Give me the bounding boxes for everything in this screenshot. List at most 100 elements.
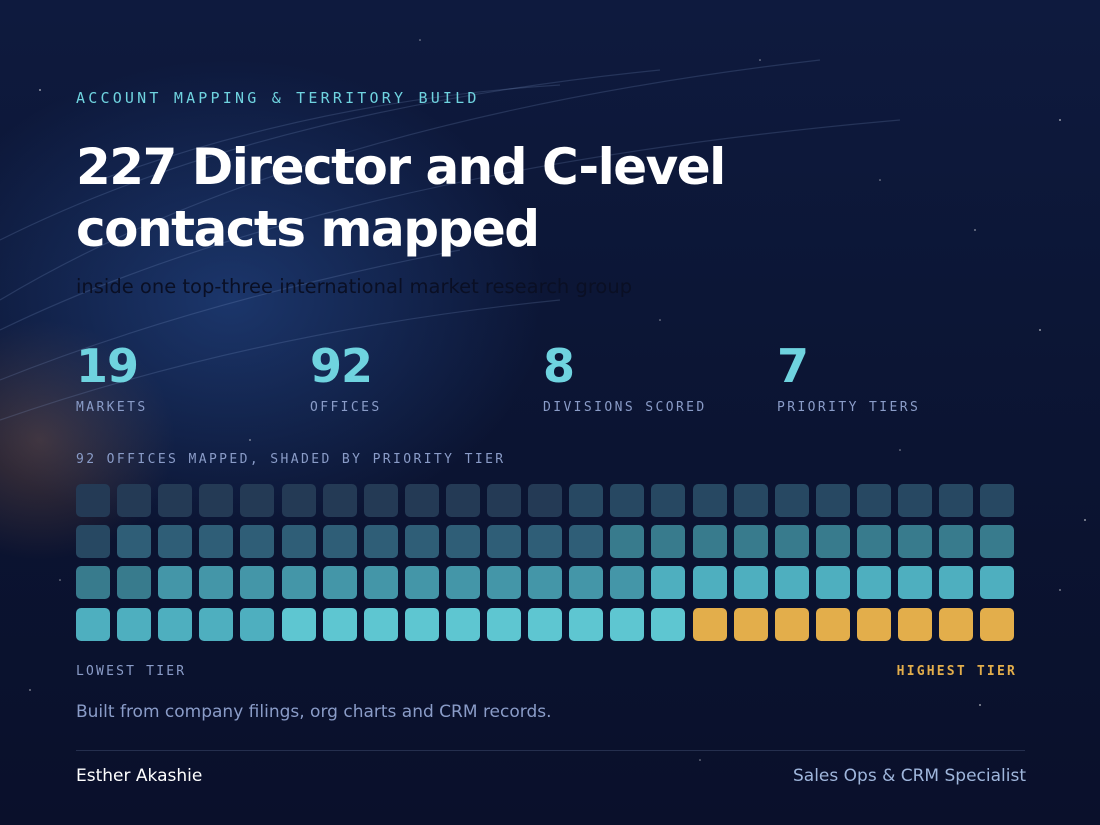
- office-cell: [774, 566, 809, 600]
- office-cell: [404, 484, 439, 517]
- office-cell: [240, 484, 275, 517]
- office-cell: [815, 525, 850, 559]
- office-cell: [939, 484, 974, 517]
- office-cell: [281, 525, 316, 559]
- office-cell: [692, 566, 727, 600]
- office-cell: [774, 525, 809, 559]
- footer-divider: [76, 750, 1025, 751]
- stat-priority-tiers: 7 PRIORITY TIERS: [777, 338, 920, 415]
- office-cell: [363, 607, 398, 641]
- office-cell: [569, 525, 604, 559]
- office-tier-grid: [76, 484, 1018, 642]
- lowest-tier-label: LOWEST TIER: [76, 664, 187, 679]
- highest-tier-label: HIGHEST TIER: [896, 664, 1017, 679]
- office-cell: [199, 566, 234, 600]
- office-cell: [487, 484, 521, 517]
- stat-value: 92: [310, 339, 373, 393]
- office-cell: [528, 566, 563, 600]
- stat-label: DIVISIONS SCORED: [543, 400, 707, 415]
- office-cell: [487, 607, 521, 641]
- office-cell: [76, 484, 110, 517]
- office-cell: [898, 566, 932, 600]
- stars-decoration: [29, 39, 1086, 761]
- office-cell: [445, 607, 480, 641]
- office-cell: [856, 566, 891, 600]
- stat-value: 8: [543, 339, 575, 393]
- office-cell: [158, 607, 193, 641]
- office-cell: [76, 525, 110, 559]
- stat-offices: 92 OFFICES: [310, 338, 382, 415]
- office-cell: [815, 566, 850, 600]
- stat-label: OFFICES: [310, 400, 382, 415]
- office-cell: [980, 484, 1015, 517]
- office-cell: [980, 566, 1015, 600]
- office-cell-highest-tier: [898, 607, 932, 641]
- office-cell: [610, 484, 645, 517]
- office-cell: [158, 525, 193, 559]
- stat-divisions: 8 DIVISIONS SCORED: [543, 338, 707, 415]
- author-role: Sales Ops & CRM Specialist: [793, 766, 1026, 786]
- office-cell: [281, 484, 316, 517]
- headline: 227 Director and C-level contacts mapped: [76, 138, 726, 258]
- office-cell: [240, 607, 275, 641]
- office-cell-highest-tier: [692, 607, 727, 641]
- office-cell: [199, 484, 234, 517]
- office-cell: [445, 566, 480, 600]
- office-cell: [117, 484, 152, 517]
- stat-value: 19: [76, 339, 139, 393]
- office-cell: [158, 484, 193, 517]
- office-cell: [240, 525, 275, 559]
- office-cell-highest-tier: [856, 607, 891, 641]
- author-name: Esther Akashie: [76, 766, 203, 786]
- office-cell: [815, 484, 850, 517]
- office-cell: [117, 607, 152, 641]
- subheadline: inside one top-three international marke…: [76, 275, 633, 298]
- office-cell: [363, 484, 398, 517]
- office-cell: [117, 566, 152, 600]
- office-cell: [528, 607, 563, 641]
- office-cell: [610, 525, 645, 559]
- office-cell: [404, 525, 439, 559]
- office-cell: [487, 525, 521, 559]
- stats-row: 19 MARKETS 92 OFFICES 8 DIVISIONS SCORED…: [76, 338, 1016, 428]
- office-cell: [898, 525, 932, 559]
- office-cell: [651, 566, 686, 600]
- office-cell: [445, 525, 480, 559]
- office-cell-highest-tier: [815, 607, 850, 641]
- office-cell-highest-tier: [939, 607, 974, 641]
- office-cell: [569, 484, 604, 517]
- office-cell: [363, 566, 398, 600]
- office-cell: [117, 525, 152, 559]
- office-cell: [528, 484, 563, 517]
- office-cell: [487, 566, 521, 600]
- office-cell: [322, 484, 357, 517]
- office-cell: [733, 525, 768, 559]
- office-cell: [898, 484, 932, 517]
- office-cell: [322, 566, 357, 600]
- source-note: Built from company filings, org charts a…: [76, 702, 552, 722]
- office-cell-highest-tier: [733, 607, 768, 641]
- office-cell: [856, 525, 891, 559]
- office-cell-highest-tier: [774, 607, 809, 641]
- grid-caption: 92 OFFICES MAPPED, SHADED BY PRIORITY TI…: [76, 452, 506, 467]
- office-cell: [692, 525, 727, 559]
- office-cell: [651, 525, 686, 559]
- office-cell: [939, 525, 974, 559]
- office-cell: [404, 607, 439, 641]
- office-cell: [199, 607, 234, 641]
- office-cell: [856, 484, 891, 517]
- main-content: ACCOUNT MAPPING & TERRITORY BUILD 227 Di…: [76, 0, 1026, 825]
- office-cell: [363, 525, 398, 559]
- office-cell: [569, 607, 604, 641]
- office-cell: [404, 566, 439, 600]
- office-cell: [76, 566, 110, 600]
- office-cell: [281, 607, 316, 641]
- office-cell: [692, 484, 727, 517]
- stat-markets: 19 MARKETS: [76, 338, 148, 415]
- office-cell: [980, 525, 1015, 559]
- office-cell: [528, 525, 563, 559]
- office-cell-highest-tier: [980, 607, 1015, 641]
- stat-label: PRIORITY TIERS: [777, 400, 921, 415]
